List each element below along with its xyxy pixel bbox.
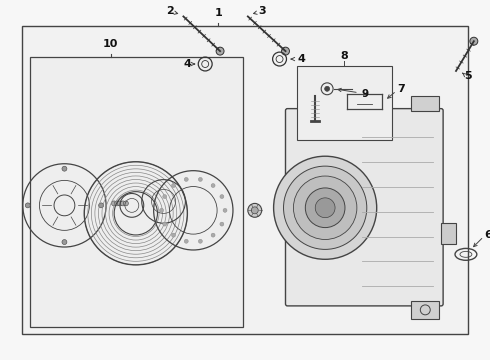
Circle shape bbox=[273, 156, 377, 259]
Circle shape bbox=[163, 222, 167, 226]
Text: 7: 7 bbox=[397, 84, 405, 94]
Circle shape bbox=[220, 195, 224, 199]
Circle shape bbox=[163, 195, 167, 199]
Bar bbox=[22, 26, 468, 334]
Circle shape bbox=[98, 203, 103, 208]
Circle shape bbox=[184, 239, 188, 243]
Circle shape bbox=[62, 166, 67, 171]
Circle shape bbox=[118, 201, 122, 206]
Circle shape bbox=[121, 201, 125, 206]
Text: 4: 4 bbox=[297, 54, 305, 64]
Bar bbox=[441, 222, 456, 244]
Circle shape bbox=[211, 233, 215, 237]
Text: 3: 3 bbox=[258, 6, 266, 17]
Text: 1: 1 bbox=[214, 8, 222, 18]
Circle shape bbox=[305, 188, 345, 228]
Bar bbox=[412, 96, 439, 111]
Text: 9: 9 bbox=[362, 89, 369, 99]
FancyBboxPatch shape bbox=[286, 109, 443, 306]
Circle shape bbox=[184, 177, 188, 181]
Circle shape bbox=[470, 37, 478, 45]
Circle shape bbox=[211, 184, 215, 188]
Text: 8: 8 bbox=[340, 51, 348, 61]
Circle shape bbox=[284, 166, 367, 249]
Bar bbox=[412, 301, 439, 319]
Circle shape bbox=[172, 184, 175, 188]
Text: 4: 4 bbox=[183, 59, 191, 69]
Circle shape bbox=[62, 239, 67, 244]
Circle shape bbox=[315, 198, 335, 218]
Circle shape bbox=[294, 176, 357, 239]
Circle shape bbox=[198, 177, 202, 181]
Bar bbox=[297, 66, 392, 140]
Circle shape bbox=[220, 222, 224, 226]
Text: 5: 5 bbox=[464, 71, 472, 81]
Circle shape bbox=[160, 208, 164, 212]
Circle shape bbox=[25, 203, 30, 208]
Circle shape bbox=[112, 201, 117, 206]
Bar bbox=[30, 57, 243, 327]
Circle shape bbox=[223, 208, 227, 212]
Circle shape bbox=[248, 203, 262, 217]
Text: 10: 10 bbox=[103, 39, 119, 49]
Text: 2: 2 bbox=[166, 6, 173, 17]
Circle shape bbox=[251, 207, 258, 214]
Text: 6: 6 bbox=[484, 230, 490, 239]
Circle shape bbox=[282, 47, 290, 55]
Circle shape bbox=[216, 47, 224, 55]
Circle shape bbox=[123, 201, 128, 206]
Circle shape bbox=[172, 233, 175, 237]
Circle shape bbox=[325, 86, 330, 91]
Circle shape bbox=[198, 239, 202, 243]
Circle shape bbox=[115, 201, 120, 206]
